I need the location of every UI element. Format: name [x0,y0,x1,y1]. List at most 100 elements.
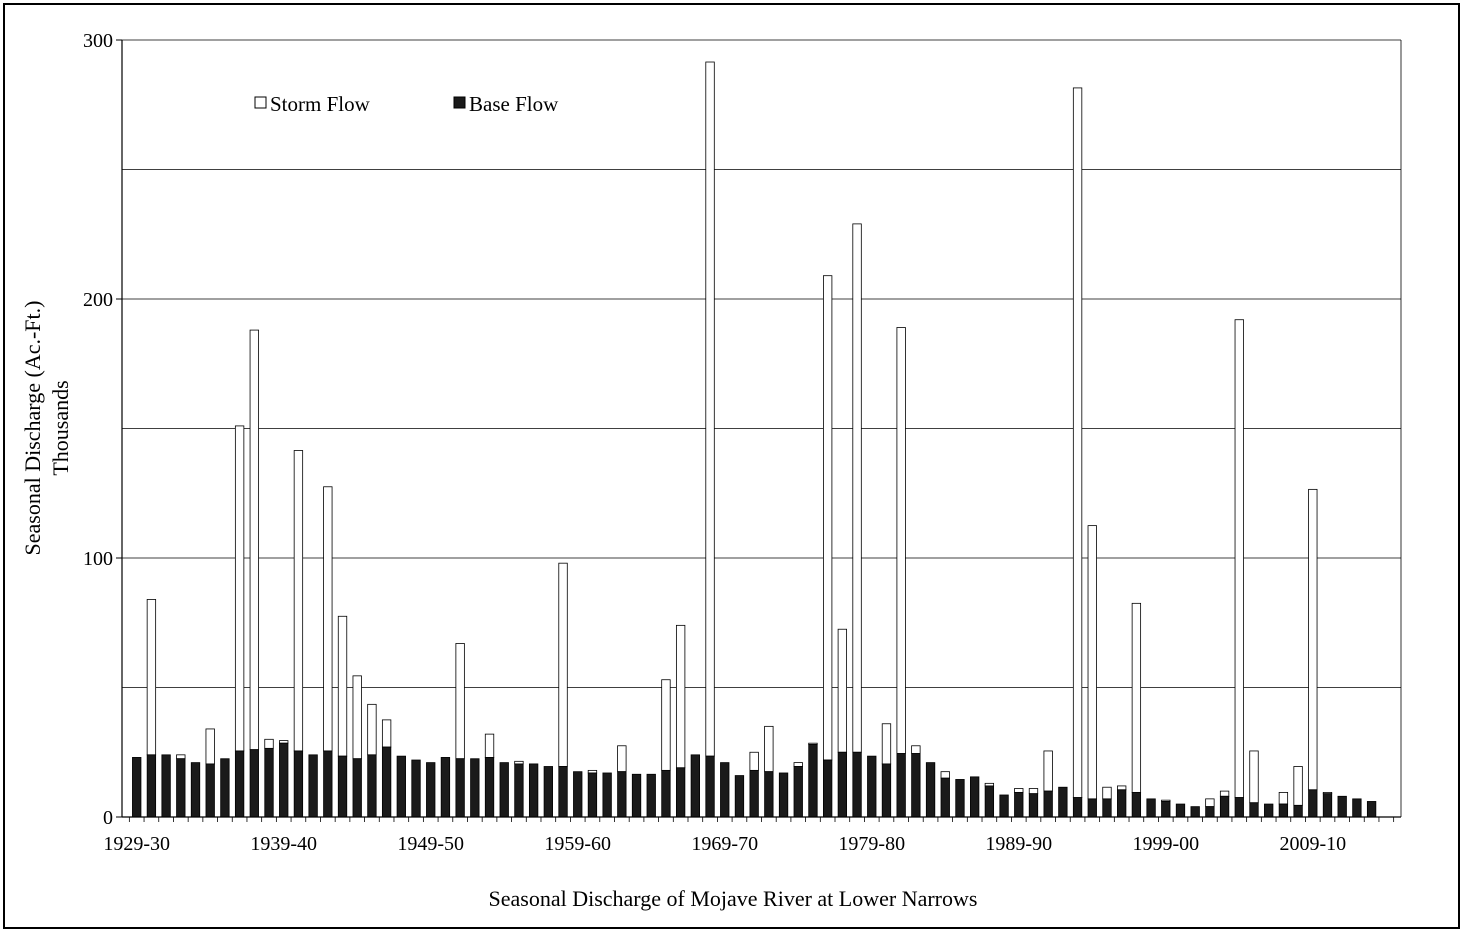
bar-base-flow-1980-81 [881,763,892,818]
bar-storm-flow-1946-47 [381,719,392,748]
x-axis-title: Seasonal Discharge of Mojave River at Lo… [489,886,978,911]
bar-base-flow-2010-11 [1322,793,1333,818]
bar-storm-flow-1997-98 [1131,602,1142,793]
bar-base-flow-1983-84 [925,762,936,818]
bar-base-flow-1977-78 [837,751,848,818]
x-tick-label-1999-00: 1999-00 [1132,833,1199,855]
bar-base-flow-1993-94 [1072,797,1083,818]
bar-base-flow-1992-93 [1058,786,1068,818]
bar-storm-flow-1943-44 [337,615,348,757]
bar-base-flow-1971-72 [749,769,759,818]
bar-base-flow-1950-51 [440,757,451,818]
bar-base-flow-1938-39 [264,747,274,818]
bar-base-flow-1956-57 [528,763,539,818]
bar-base-flow-2009-10 [1308,789,1318,818]
bar-storm-flow-1953-54 [484,733,495,758]
x-tick-label-1989-90: 1989-90 [985,833,1052,855]
bar-base-flow-1963-64 [631,773,642,818]
bar-storm-flow-1971-72 [749,751,759,771]
bar-base-flow-2012-13 [1352,798,1362,818]
x-tick-label-1929-30: 1929-30 [103,833,170,855]
bar-storm-flow-2004-05 [1234,319,1244,798]
bar-base-flow-1934-35 [205,763,215,818]
bar-storm-flow-1932-33 [176,754,186,760]
bar-storm-flow-1944-45 [352,675,362,760]
bar-base-flow-2008-09 [1293,804,1303,818]
bar-base-flow-1932-33 [176,758,186,818]
bar-base-flow-1962-63 [617,771,627,818]
y-tick-labels: 0 100 200 300 [83,30,113,829]
bar-base-flow-1947-48 [396,755,406,818]
bar-storm-flow-1991-92 [1043,750,1053,792]
bar-layer [132,61,1377,818]
bar-storm-flow-1958-59 [558,562,568,767]
bar-storm-flow-1972-73 [764,725,774,773]
grid-layer [122,39,1402,817]
bar-base-flow-1968-69 [705,755,715,818]
y-axis-units: Thousands [48,380,73,475]
bar-base-flow-1957-58 [543,766,553,818]
bar-base-flow-1991-92 [1043,790,1053,818]
y-axis-title: Seasonal Discharge (Ac.-Ft.) [20,301,45,556]
bar-storm-flow-1989-90 [1014,788,1024,793]
bar-base-flow-1973-74 [778,772,789,818]
bar-base-flow-1931-32 [161,754,171,818]
x-tick-label-1949-50: 1949-50 [397,833,464,855]
bar-base-flow-1942-43 [323,750,333,818]
bar-storm-flow-2009-10 [1308,488,1318,791]
bar-base-flow-1929-30 [132,757,142,818]
y-tick-label-100: 100 [83,548,113,570]
chart-frame [3,3,1460,929]
bar-base-flow-1984-85 [940,777,950,818]
bar-base-flow-1948-49 [411,759,421,818]
bar-base-flow-1985-86 [955,779,965,818]
axis-layer [116,39,1401,822]
bar-storm-flow-1976-77 [823,275,833,761]
x-tick-label-1979-80: 1979-80 [838,833,905,855]
bar-storm-flow-1951-52 [455,643,465,760]
bar-base-flow-1945-46 [367,754,377,818]
bar-base-flow-1954-55 [499,762,509,818]
bar-base-flow-1936-37 [234,750,245,818]
bar-base-flow-1978-79 [852,751,862,818]
bar-base-flow-2005-06 [1249,802,1259,818]
bar-storm-flow-2003-04 [1219,790,1230,797]
legend-label-storm-flow: Storm Flow [270,92,371,116]
bar-storm-flow-1980-81 [881,723,892,765]
bar-base-flow-1966-67 [675,767,686,818]
bar-base-flow-1998-99 [1146,798,1156,818]
bar-base-flow-2011-12 [1337,795,1347,818]
bar-base-flow-1972-73 [764,771,774,818]
bar-storm-flow-1937-38 [249,329,259,751]
bar-base-flow-1990-91 [1028,793,1039,818]
bar-base-flow-2007-08 [1278,803,1289,818]
bar-base-flow-2002-03 [1205,806,1215,818]
bar-base-flow-1994-95 [1087,798,1097,818]
bar-storm-flow-1945-46 [367,703,377,756]
bar-base-flow-2001-02 [1190,806,1200,818]
bar-storm-flow-1982-83 [911,745,921,754]
bar-base-flow-1989-90 [1014,791,1024,818]
bar-base-flow-1987-88 [984,785,995,818]
bar-storm-flow-1994-95 [1087,525,1097,800]
bar-base-flow-1959-60 [573,771,583,818]
y-tick-label-0: 0 [103,807,113,829]
bar-base-flow-1933-34 [190,762,201,818]
legend: Storm Flow Base Flow [254,92,559,116]
y-tick-label-200: 200 [83,289,113,311]
bar-base-flow-1970-71 [734,775,745,818]
bar-storm-flow-1984-85 [940,771,950,779]
bar-base-flow-2000-01 [1175,803,1186,818]
bar-base-flow-1997-98 [1131,791,1142,818]
bar-base-flow-1979-80 [867,755,877,818]
x-tick-label-1939-40: 1939-40 [250,833,317,855]
legend-swatch-storm-flow [254,96,267,109]
bar-storm-flow-1978-79 [852,223,862,753]
bar-base-flow-2006-07 [1264,803,1274,818]
bar-base-flow-1946-47 [381,746,392,818]
bar-base-flow-1958-59 [558,766,568,818]
legend-swatch-base-flow [453,96,466,109]
bar-base-flow-2003-04 [1219,795,1230,818]
bar-base-flow-2004-05 [1234,797,1244,818]
bar-base-flow-1974-75 [793,766,803,818]
